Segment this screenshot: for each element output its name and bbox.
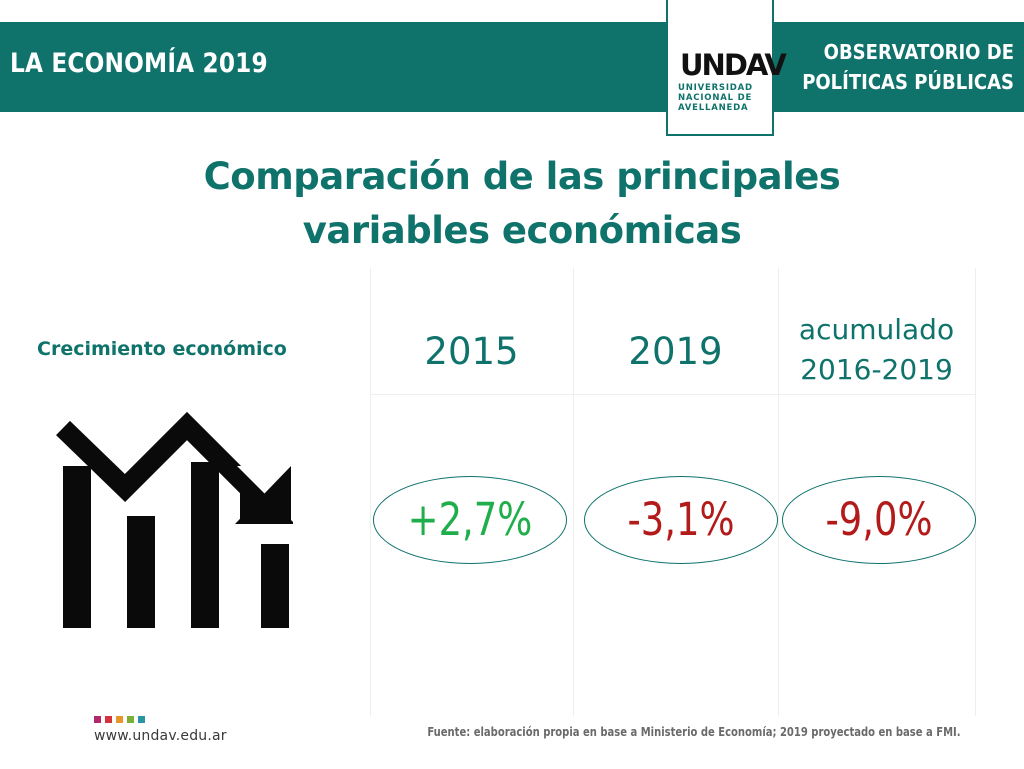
column-header-acumulado-line1: acumulado: [798, 313, 955, 346]
brand-dot: [105, 716, 112, 723]
declining-bar-chart-icon: [56, 411, 293, 628]
header-title: LA ECONOMÍA 2019: [10, 48, 268, 79]
logo-wordmark: UNDAV: [680, 48, 787, 82]
logo-sub-line3: AVELLANEDA: [678, 103, 749, 113]
source-note: Fuente: elaboración propia en base a Min…: [427, 724, 961, 739]
header-bar: [0, 22, 1024, 112]
brand-dots: [94, 716, 154, 724]
column-header-acumulado: acumulado 2016-2019: [778, 310, 975, 390]
value-acumulado-ellipse: -9,0%: [782, 476, 976, 564]
page-title: Comparación de las principales variables…: [0, 150, 1024, 258]
university-logo: UNDAV UNIVERSIDAD NACIONAL DE AVELLANEDA: [666, 0, 787, 136]
logo-sub-line1: UNIVERSIDAD: [678, 83, 753, 93]
column-header-2015: 2015: [424, 330, 519, 373]
value-2015: +2,7%: [407, 493, 533, 546]
table-header-divider: [370, 394, 976, 395]
value-acumulado: -9,0%: [825, 493, 933, 546]
page-title-line2: variables económicas: [302, 209, 742, 252]
header-observatorio: OBSERVATORIO DE POLÍTICAS PÚBLICAS: [780, 37, 1014, 97]
column-header-2019: 2019: [628, 330, 723, 373]
brand-dot: [94, 716, 101, 723]
column-header-acumulado-line2: 2016-2019: [800, 353, 953, 386]
value-2019: -3,1%: [627, 493, 735, 546]
logo-sub-line2: NACIONAL DE: [678, 93, 753, 103]
logo-subtitle: UNIVERSIDAD NACIONAL DE AVELLANEDA: [678, 83, 764, 113]
table-divider: [778, 268, 779, 716]
table-divider: [573, 268, 574, 716]
header-right-line2: POLÍTICAS PÚBLICAS: [802, 70, 1014, 94]
brand-dot: [116, 716, 123, 723]
header-right-line1: OBSERVATORIO DE: [823, 40, 1014, 64]
table-divider: [370, 268, 371, 716]
website-link[interactable]: www.undav.edu.ar: [94, 728, 227, 744]
page-title-line1: Comparación de las principales: [203, 155, 841, 198]
brand-dot: [138, 716, 145, 723]
table-divider: [975, 268, 976, 716]
brand-dot: [127, 716, 134, 723]
value-2019-ellipse: -3,1%: [584, 476, 778, 564]
value-2015-ellipse: +2,7%: [373, 476, 567, 564]
row-label: Crecimiento económico: [37, 338, 287, 360]
